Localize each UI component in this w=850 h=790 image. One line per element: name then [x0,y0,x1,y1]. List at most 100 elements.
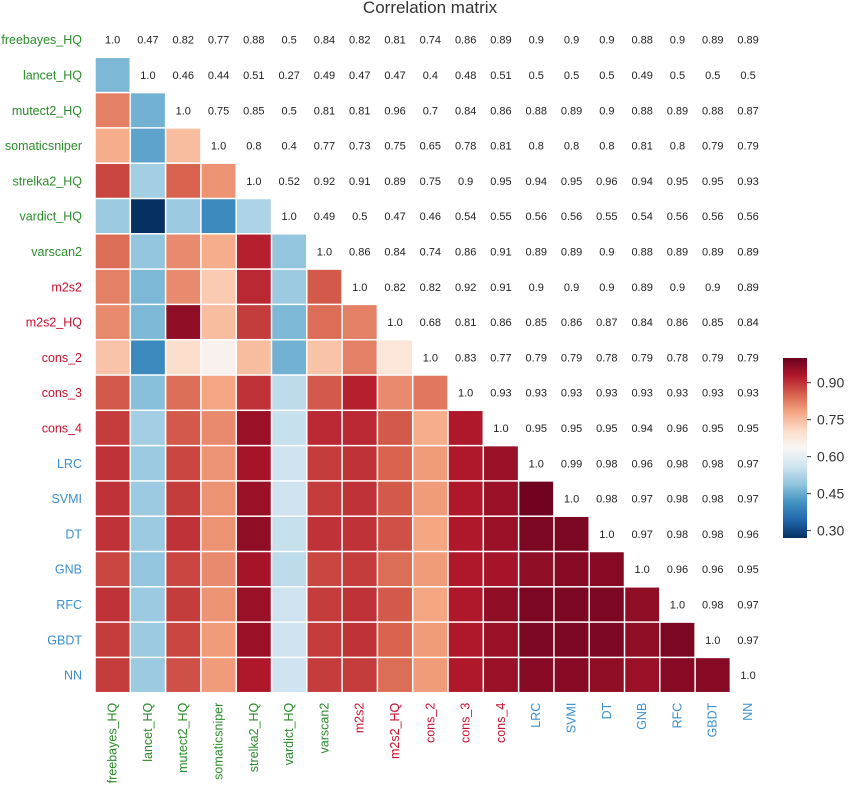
cell-value-label: 0.4 [423,70,438,82]
heatmap-cell [272,446,307,481]
heatmap-cell [166,516,201,551]
heatmap-cell [95,658,130,692]
heatmap-cell [378,622,412,657]
cell-value-label: 0.51 [490,70,511,82]
cell-value-label: 0.79 [737,141,758,153]
heatmap-cell [589,552,624,587]
heatmap-cells [95,58,730,692]
cell-value-label: 0.75 [208,105,229,117]
cell-value-label: 0.97 [737,599,758,611]
cell-value-label: 0.86 [349,246,370,258]
cell-value-label: 0.88 [526,105,547,117]
heatmap-cell [131,340,165,375]
cell-value-label: 0.92 [455,282,476,294]
heatmap-cell [272,587,307,622]
column-label: LRC [529,703,543,728]
heatmap-cell [131,128,165,163]
heatmap-cell [201,552,236,587]
cell-value-label: 0.49 [314,211,335,223]
heatmap-cell [272,516,307,551]
cell-value-label: 0.86 [455,35,476,47]
cell-value-label: 0.79 [561,352,582,364]
cell-value-label: 0.89 [667,105,688,117]
row-label: GBDT [47,633,82,647]
cell-value-label: 0.89 [490,35,511,47]
heatmap-cell [484,481,518,516]
column-label: RFC [670,703,684,729]
heatmap-cell [413,481,448,516]
cell-value-label: 0.5 [564,70,579,82]
cell-value-label: 1.0 [529,458,544,470]
cell-value-label: 0.82 [173,35,194,47]
cell-value-label: 0.95 [737,423,758,435]
cell-value-label: 0.54 [455,211,476,223]
cell-value-label: 1.0 [140,70,155,82]
heatmap-cell [166,269,201,304]
cell-value-label: 0.4 [282,141,297,153]
heatmap-cell [484,658,518,692]
cell-value-label: 0.47 [137,35,158,47]
heatmap-cell [378,481,412,516]
cell-value-label: 0.81 [455,317,476,329]
row-label: m2s2 [51,280,82,294]
heatmap-cell [95,58,130,92]
heatmap-cell [448,587,483,622]
cell-value-label: 0.93 [737,388,758,400]
heatmap-cell [236,516,271,551]
cell-value-label: 0.5 [282,105,297,117]
cell-value-label: 0.98 [596,494,617,506]
cell-value-label: 0.81 [349,105,370,117]
cell-value-label: 0.89 [667,246,688,258]
heatmap-cell [272,305,307,339]
heatmap-cell [131,199,165,234]
heatmap-cell [166,163,201,198]
cell-value-label: 0.93 [737,176,758,188]
cell-value-label: 0.98 [702,494,723,506]
heatmap-cell [448,481,483,516]
row-label: lancet_HQ [23,68,82,82]
cell-value-label: 0.74 [420,35,441,47]
heatmap-value-labels: 1.0 0.47 0.82 0.77 0.88 0.5 0.84 0.82 0.81 0.74 0.… [105,35,759,682]
heatmap-cell [378,516,412,551]
heatmap-cell [95,552,130,587]
column-label: DT [600,702,614,719]
cell-value-label: 1.0 [211,141,226,153]
cell-value-label: 0.94 [526,176,547,188]
row-label: strelka2_HQ [13,174,83,188]
heatmap-cell [625,658,660,692]
heatmap-cell [554,552,589,587]
heatmap-cell [342,375,377,410]
heatmap-cell [342,305,377,339]
cell-value-label: 0.5 [599,70,614,82]
cell-value-label: 0.91 [349,176,370,188]
heatmap-cell [448,446,483,481]
heatmap-cell [519,516,554,551]
cell-value-label: 0.9 [670,35,685,47]
heatmap-cell [378,446,412,481]
cell-value-label: 0.86 [455,246,476,258]
cell-value-label: 0.74 [420,246,441,258]
cell-value-label: 0.98 [702,458,723,470]
heatmap-cell [554,658,589,692]
heatmap-cell [236,446,271,481]
cell-value-label: 0.9 [599,282,614,294]
cell-value-label: 0.96 [596,176,617,188]
cell-value-label: 0.48 [455,70,476,82]
cell-value-label: 0.95 [596,423,617,435]
heatmap-cell [484,446,518,481]
cell-value-label: 0.56 [526,211,547,223]
heatmap-cell [201,269,236,304]
heatmap-cell [342,411,377,445]
cell-value-label: 0.97 [737,635,758,647]
heatmap-cell [625,622,660,657]
heatmap-cell [95,375,130,410]
cell-value-label: 0.9 [705,282,720,294]
heatmap-cell [307,340,342,375]
heatmap-cell [236,587,271,622]
row-label: m2s2_HQ [26,316,83,330]
heatmap-cell [378,375,412,410]
cell-value-label: 0.78 [455,141,476,153]
column-label: NN [741,703,755,721]
colorbar: 0.90 0.75 0.60 0.45 0.30 [783,358,844,539]
cell-value-label: 0.77 [314,141,335,153]
